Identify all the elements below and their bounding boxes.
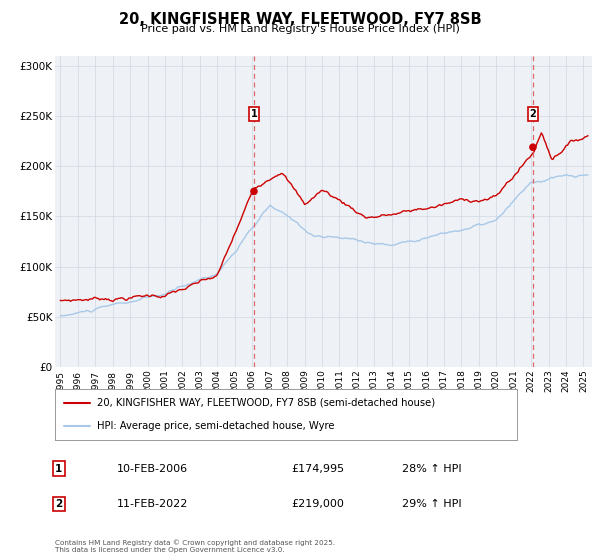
Text: 11-FEB-2022: 11-FEB-2022 <box>117 499 188 509</box>
Text: HPI: Average price, semi-detached house, Wyre: HPI: Average price, semi-detached house,… <box>97 421 334 431</box>
Text: 2: 2 <box>55 499 62 509</box>
Point <box>528 143 538 152</box>
Text: 20, KINGFISHER WAY, FLEETWOOD, FY7 8SB (semi-detached house): 20, KINGFISHER WAY, FLEETWOOD, FY7 8SB (… <box>97 398 435 408</box>
Text: Contains HM Land Registry data © Crown copyright and database right 2025.
This d: Contains HM Land Registry data © Crown c… <box>55 540 335 553</box>
Text: 10-FEB-2006: 10-FEB-2006 <box>117 464 188 474</box>
Text: 28% ↑ HPI: 28% ↑ HPI <box>402 464 461 474</box>
Text: 1: 1 <box>251 109 257 119</box>
Point <box>249 187 259 196</box>
Text: £219,000: £219,000 <box>291 499 344 509</box>
Text: 1: 1 <box>55 464 62 474</box>
Text: 2: 2 <box>530 109 536 119</box>
Text: 29% ↑ HPI: 29% ↑ HPI <box>402 499 461 509</box>
Text: £174,995: £174,995 <box>291 464 344 474</box>
Text: Price paid vs. HM Land Registry's House Price Index (HPI): Price paid vs. HM Land Registry's House … <box>140 24 460 34</box>
Text: 20, KINGFISHER WAY, FLEETWOOD, FY7 8SB: 20, KINGFISHER WAY, FLEETWOOD, FY7 8SB <box>119 12 481 27</box>
